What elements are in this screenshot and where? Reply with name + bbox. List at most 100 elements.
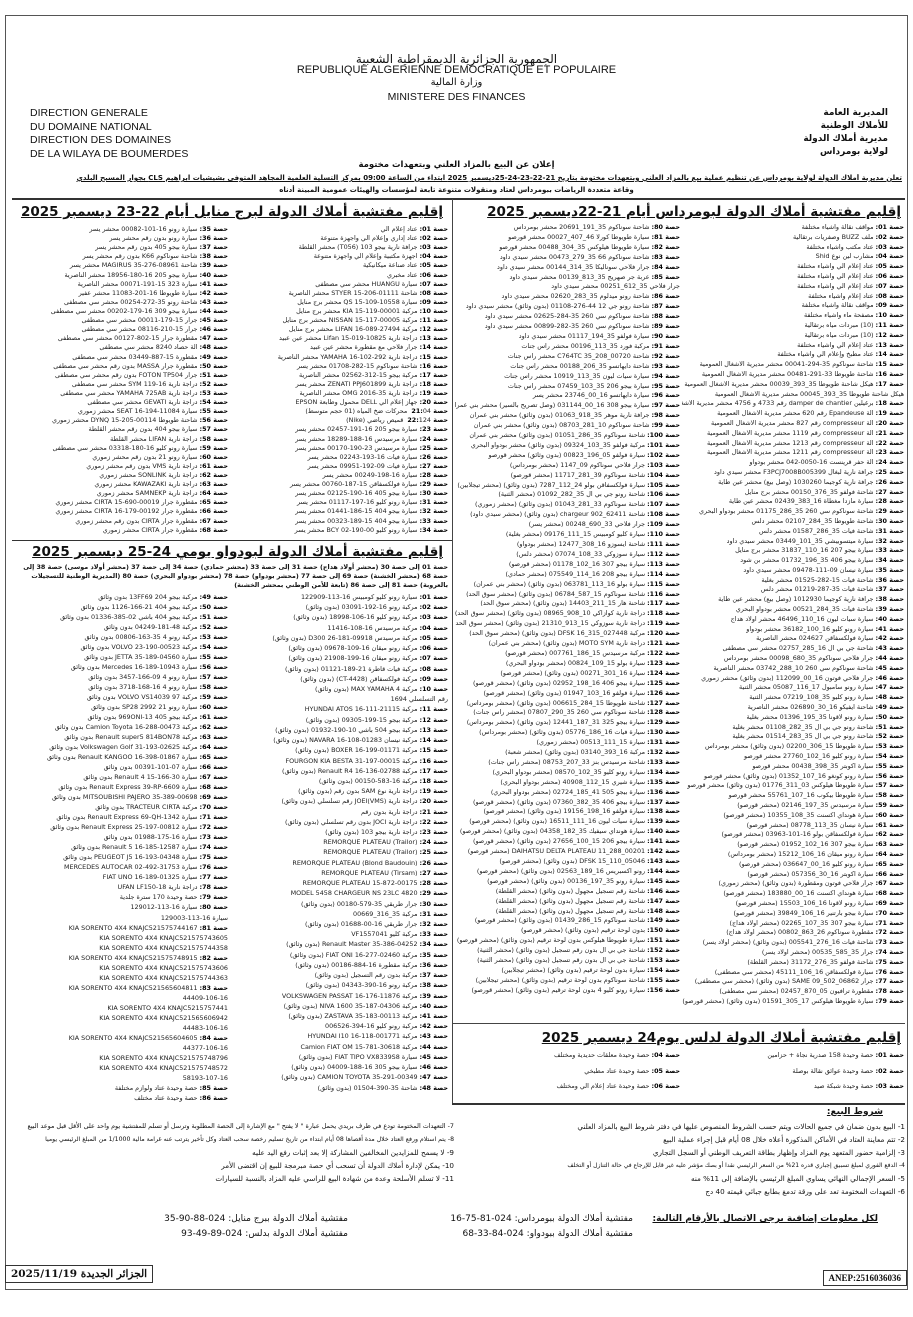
lot-prefix: حصة xyxy=(665,253,680,261)
lot-item: حصة 19:دراجة نارية OMG 2016-35 محشر النا… xyxy=(230,390,449,397)
lot-prefix: حصة xyxy=(433,1012,448,1020)
lot-item: حصة 01:حصة وحيدة 158 صدرية نجاة + حزامين xyxy=(682,1052,904,1059)
lot-prefix: حصة xyxy=(433,859,448,867)
lot-no: 89 xyxy=(654,323,663,331)
lot-prefix: حصة xyxy=(213,844,228,852)
lot-description: مقطورة جرار MASSA بدون رقم محشر سي مصطفى xyxy=(53,362,198,370)
lot-description: سيارة نيسان 09-111-09478 محشر سيدي داود xyxy=(743,566,874,574)
lot-number: حصة 35: xyxy=(199,226,228,233)
lot-number: حصة 146: xyxy=(647,887,680,895)
lot-item: حصة 10:مركبة MAX YAMAHA 4 (بدون وثائق) xyxy=(230,686,448,693)
lot-prefix: حصة xyxy=(889,968,904,976)
contacts-label: لكل معلومات إضافية يرجى الاتصال بالأرقام… xyxy=(652,1214,878,1224)
lot-description: سيارة بيجو 505 41_185_02724 (محشر بودواو… xyxy=(490,788,646,796)
lot-number: حصة 68: xyxy=(875,890,904,898)
lot-prefix: حصة xyxy=(433,453,448,461)
lot-prefix: حصة xyxy=(433,716,448,724)
lot-prefix: حصة xyxy=(213,253,228,261)
lot-item: حصة 48:سيارة رونو كليو 35_108_07219 محشر… xyxy=(682,694,904,701)
lot-item: KIA SORENTO 4X4 KNAJC521575744363 xyxy=(14,975,228,982)
lot-no: 50 xyxy=(202,604,211,612)
lot-description: سيارة 07-101-00391 بدون وثائق xyxy=(103,764,198,772)
lot-no: 135 xyxy=(649,778,663,786)
lot-no: 71 xyxy=(202,814,211,822)
lot-number: حصة 112: xyxy=(647,550,680,558)
lot-item: حصة 150:بدون لوحة ترقيم (بدون وثائق) (مح… xyxy=(455,927,680,934)
lot-description: دراجة نارية YAMAHA 725AB محشر سي مصطفى xyxy=(60,389,198,397)
lot-no: 66 xyxy=(878,870,887,878)
lot-description: سيارة رونو كونغو 16_107_01352 (بدون وثائ… xyxy=(704,772,874,780)
lot-item: هيكل شاحنة طويوطا 35_393_00045 محشر مدير… xyxy=(682,391,904,398)
lot-no: 80 xyxy=(654,224,663,231)
lot-item: حصة 76:سيارة فولكسفاقن 16_106_45111 (محش… xyxy=(682,969,904,976)
lot-no: 61 xyxy=(202,714,211,722)
lot-no: 50 xyxy=(878,713,887,721)
lot-description: حصة وحيدة عتاد مطبخي xyxy=(584,1067,650,1075)
lot-item: حصة 22:124 قميص رياضي (Nike) xyxy=(230,417,448,424)
lot-number: حصة 77: xyxy=(199,874,228,882)
lot-prefix: حصة xyxy=(665,798,680,806)
lot-description: سيارة مرسيدس 35_197_02146 (محشر قورصو) xyxy=(737,802,874,810)
lot-description: حصة وحيدة معلقات حديدية ومختلف xyxy=(554,1052,650,1059)
lot-prefix: حصة xyxy=(889,488,904,496)
lot-description: شاحنة طويوطا DYNQ 15-205-00114 محشر زمور… xyxy=(52,417,198,425)
lot-item: حصة 36:شاحنة فيات 15-282-01525 محشر بغلي… xyxy=(682,577,904,584)
lot-number: حصة 56: xyxy=(199,664,228,672)
lot-no: 64 xyxy=(202,490,211,498)
lot-prefix: حصة xyxy=(665,610,680,618)
lot-no: 36 xyxy=(422,961,431,969)
lot-description: REMORQUE PLATEAU (Trailor) xyxy=(323,849,418,857)
lot-prefix: حصة xyxy=(665,531,680,539)
lot-item: حصة 39:شاحنة فيات 35_284_00521 محشر بودو… xyxy=(682,606,904,613)
lot-prefix: حصة xyxy=(213,614,228,622)
lot-prefix: حصة xyxy=(889,468,904,476)
lot-prefix: حصة xyxy=(889,978,904,986)
lot-prefix: حصة xyxy=(213,894,228,902)
lot-prefix: حصة xyxy=(433,665,448,673)
lot-no: 01 xyxy=(422,226,431,233)
lot-no: 84 xyxy=(202,1034,211,1042)
lot-no: 23 xyxy=(878,449,887,457)
lot-item: حصة 47:CAMION TOYOTA 35-291-00349 (بدون … xyxy=(230,1074,448,1081)
lot-description: شاحنة فولفو 35_276_31172 (محشر القلطة) xyxy=(747,958,874,966)
lot-number: حصة 55: xyxy=(199,654,228,662)
lot-item: KIA SORENTO 4X4 KNAJC521575743606 xyxy=(14,965,228,972)
lot-item: حصة 09:سيارة QS 15-109-10558 محشر برج من… xyxy=(230,299,448,306)
lot-description: شاحنة سوناكوم سي 260 10_288_03742 محشر ا… xyxy=(713,664,874,672)
lot-item: حصة 18:مركبة 16-583-00150 (بدون وثائق) xyxy=(230,778,448,785)
lot-number: حصة 02: xyxy=(419,235,448,243)
lot-description: شاحنة طويوطا 15_284_006615 (بدون وثائق) … xyxy=(466,699,646,707)
lot-number: حصة 55: xyxy=(875,762,904,770)
direction-line: مديرية أملاك الدولة xyxy=(803,134,888,144)
lot-description: دراجة نارية كوازاكي 10_908_08965 (بدون و… xyxy=(455,610,646,618)
lot-description: مركبة LIFAN 16-089-27494 محشر برج منايل xyxy=(288,326,418,334)
lot-item: حصة 78:دراجة نارية UFAN LF150-18 xyxy=(14,884,228,891)
lot-no: 67 xyxy=(202,517,211,525)
lot-prefix: حصة xyxy=(665,511,680,519)
lot-description: مركبة بيجو 404 21-166-1126 بدون وثائق xyxy=(80,604,198,612)
lot-item: حصة 57:سيارة بيجو 404 بدون رقم محشر القل… xyxy=(14,426,228,433)
lot-description: مواقف نقالة وأشياء مختلفة xyxy=(801,224,874,231)
lot-description: برغيلين damper de chantier رقم 4733 و 47… xyxy=(682,400,874,408)
lot-item: حصة 59:سيارة رونو كليو 16-180-03318 محشر… xyxy=(14,445,228,452)
lot-number: حصة 105: xyxy=(647,481,680,489)
lot-number: حصة 47: xyxy=(199,335,228,343)
lot-number: حصة 60: xyxy=(199,704,228,712)
lot-item: حصة 59:سيارة مرسيدس 35_197_02146 (محشر ق… xyxy=(682,802,904,809)
lot-number: حصة 32: xyxy=(419,508,448,516)
lot-number: حصة 04: xyxy=(651,1052,680,1059)
lot-prefix: حصة xyxy=(213,654,228,662)
lot-number: حصة 52: xyxy=(875,733,904,741)
lot-prefix: حصة xyxy=(433,490,448,498)
lot-item: حصة 60:سيارة رونو 21 بدون رقم محشر زموري xyxy=(14,454,228,461)
lot-item: حصة 23:دراجة نارية بيجو 103 (بدون وثائق) xyxy=(230,829,448,836)
lot-number: حصة 45: xyxy=(199,317,228,325)
lot-number: حصة 17: xyxy=(419,371,448,379)
lot-number: حصة 75: xyxy=(875,958,904,966)
lot-number: حصة 125: xyxy=(647,679,680,687)
lot-prefix: حصة xyxy=(213,644,228,652)
lot-no: 86 xyxy=(654,293,663,301)
lot-no: 51 xyxy=(202,614,211,622)
lot-prefix: حصة xyxy=(665,848,680,856)
lot-description: شاحنة سوناكوم 15_286_01439 (بدون وثائق) … xyxy=(474,917,646,925)
